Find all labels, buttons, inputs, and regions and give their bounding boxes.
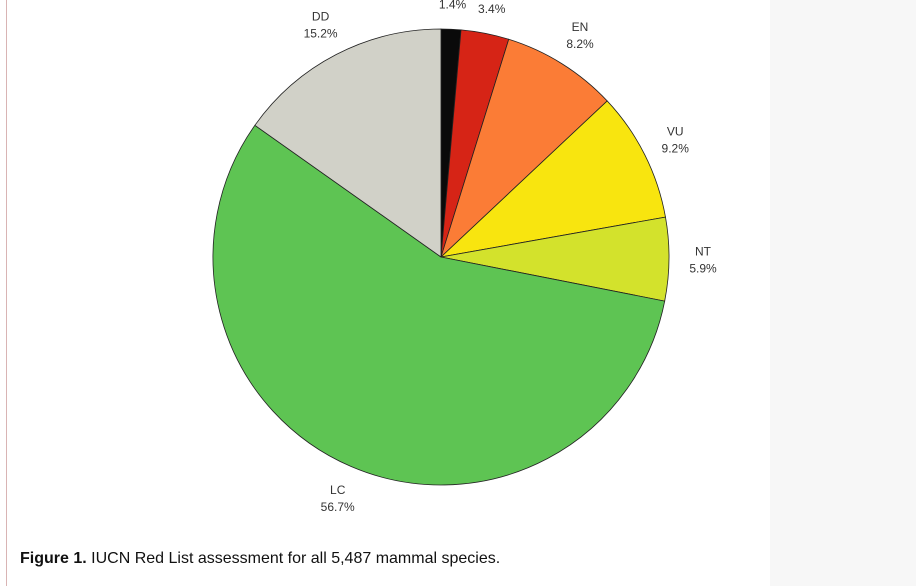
pie-slice-value-ex: 1.4% <box>439 0 467 11</box>
pie-slice-value-nt: 5.9% <box>689 262 717 276</box>
right-margin-panel <box>770 0 916 586</box>
pie-slice-lc <box>212 124 666 486</box>
pie-chart: EX1.4%CR3.4%EN8.2%VU9.2%NT5.9%LC56.7%DD1… <box>212 0 717 514</box>
pie-slice-value-vu: 9.2% <box>662 142 690 156</box>
pie-slice-label-lc: LC <box>330 483 346 497</box>
pie-slice-value-dd: 15.2% <box>304 26 338 40</box>
pie-slice-en <box>440 38 608 259</box>
pie-slice-vu <box>439 100 666 258</box>
pie-slice-label-dd: DD <box>312 9 330 23</box>
pie-slice-value-cr: 3.4% <box>478 2 506 16</box>
pie-slice-label-vu: VU <box>667 125 684 139</box>
pie-slice-dd <box>254 28 442 258</box>
left-border-line <box>6 0 7 586</box>
pie-slice-value-en: 8.2% <box>566 37 594 51</box>
figure-caption-text: IUCN Red List assessment for all 5,487 m… <box>86 550 501 567</box>
figure-caption-prefix: Figure 1. <box>20 550 87 567</box>
pie-slice-label-nt: NT <box>695 245 712 259</box>
pie-slice-value-lc: 56.7% <box>321 500 355 514</box>
figure-caption: Figure 1. IUCN Red List assessment for a… <box>20 550 500 568</box>
pie-slice-label-en: EN <box>572 20 589 34</box>
